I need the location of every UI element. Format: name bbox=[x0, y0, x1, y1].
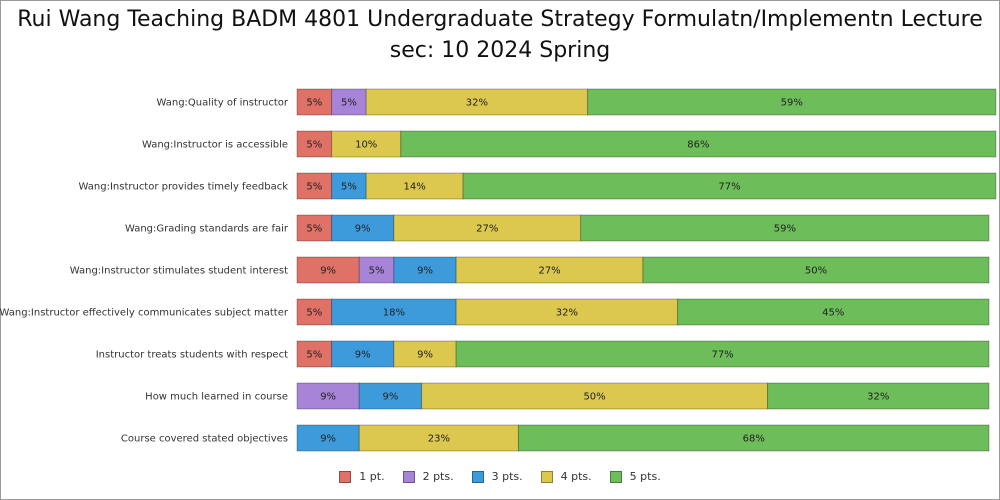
category-label: Wang:Instructor is accessible bbox=[142, 140, 288, 151]
bar-value-label: 5% bbox=[306, 140, 322, 151]
bar-value-label: 27% bbox=[538, 266, 560, 277]
bar-value-label: 9% bbox=[320, 266, 336, 277]
bar-value-label: 59% bbox=[781, 98, 803, 109]
bar-value-label: 32% bbox=[867, 392, 889, 403]
bar-value-label: 32% bbox=[556, 308, 578, 319]
bar-segment[interactable] bbox=[365, 172, 464, 200]
bar-value-label: 10% bbox=[355, 140, 377, 151]
bar-segment[interactable] bbox=[296, 382, 360, 410]
bar-value-label: 9% bbox=[417, 350, 433, 361]
category-label: Wang:Instructor effectively communicates… bbox=[0, 308, 289, 319]
bar-value-label: 32% bbox=[466, 98, 488, 109]
legend-swatch bbox=[609, 470, 622, 483]
bar-segment[interactable] bbox=[393, 340, 457, 368]
bar-value-label: 86% bbox=[687, 140, 709, 151]
bar-value-label: 5% bbox=[306, 224, 322, 235]
bar-value-label: 9% bbox=[320, 392, 336, 403]
bar-segment[interactable] bbox=[677, 298, 990, 326]
bar-value-label: 9% bbox=[382, 392, 398, 403]
chart-title-line-2: sec: 10 2024 Spring bbox=[389, 38, 611, 63]
category-label: How much learned in course bbox=[145, 392, 288, 403]
bar-value-label: 5% bbox=[306, 308, 322, 319]
bar-value-label: 14% bbox=[404, 182, 426, 193]
bar-segment[interactable] bbox=[517, 424, 990, 452]
bar-segment[interactable] bbox=[642, 256, 990, 284]
bar-segment[interactable] bbox=[580, 214, 990, 242]
bar-segment[interactable] bbox=[331, 214, 395, 242]
legend-swatch bbox=[402, 470, 415, 483]
category-label: Wang:Instructor provides timely feedback bbox=[79, 182, 289, 193]
legend-label: 2 pts. bbox=[422, 470, 454, 483]
legend-swatch bbox=[339, 470, 352, 483]
bar-value-label: 77% bbox=[718, 182, 740, 193]
chart-title: Rui Wang Teaching BADM 4801 Undergraduat… bbox=[0, 4, 1000, 66]
chart-legend: 1 pt. 2 pts. 3 pts. 4 pts. 5 pts. bbox=[0, 470, 1000, 483]
bar-value-label: 68% bbox=[743, 434, 765, 445]
legend-label: 5 pts. bbox=[629, 470, 661, 483]
bar-value-label: 50% bbox=[583, 392, 605, 403]
bar-value-label: 45% bbox=[822, 308, 844, 319]
legend-item[interactable]: 5 pts. bbox=[609, 470, 661, 483]
legend-item[interactable]: 3 pts. bbox=[471, 470, 523, 483]
bar-value-label: 18% bbox=[383, 308, 405, 319]
bar-segment[interactable] bbox=[296, 172, 333, 200]
bar-segment[interactable] bbox=[400, 130, 997, 158]
bar-value-label: 9% bbox=[320, 434, 336, 445]
bar-segment[interactable] bbox=[296, 256, 360, 284]
bar-value-label: 5% bbox=[306, 98, 322, 109]
bar-segment[interactable] bbox=[331, 298, 457, 326]
bar-segment[interactable] bbox=[767, 382, 990, 410]
bar-segment[interactable] bbox=[358, 424, 519, 452]
bar-value-label: 9% bbox=[417, 266, 433, 277]
category-label: Wang:Grading standards are fair bbox=[125, 224, 289, 235]
bar-segment[interactable] bbox=[365, 88, 589, 116]
category-label: Wang:Instructor stimulates student inter… bbox=[70, 266, 288, 277]
bar-value-label: 5% bbox=[369, 266, 385, 277]
bar-value-label: 5% bbox=[341, 182, 357, 193]
bar-value-label: 5% bbox=[306, 182, 322, 193]
bar-segment[interactable] bbox=[296, 130, 333, 158]
bar-segment[interactable] bbox=[455, 340, 990, 368]
bar-value-label: 27% bbox=[476, 224, 498, 235]
bar-value-label: 77% bbox=[711, 350, 733, 361]
bar-segment[interactable] bbox=[331, 172, 367, 200]
bar-segment[interactable] bbox=[331, 340, 395, 368]
bar-value-label: 23% bbox=[428, 434, 450, 445]
bar-segment[interactable] bbox=[296, 214, 333, 242]
legend-item[interactable]: 1 pt. bbox=[339, 470, 385, 483]
bar-segment[interactable] bbox=[455, 298, 679, 326]
bar-value-label: 9% bbox=[355, 350, 371, 361]
bar-segment[interactable] bbox=[421, 382, 769, 410]
legend-item[interactable]: 4 pts. bbox=[540, 470, 592, 483]
legend-item[interactable]: 2 pts. bbox=[402, 470, 454, 483]
legend-label: 1 pt. bbox=[359, 470, 385, 483]
category-label: Instructor treats students with respect bbox=[96, 350, 288, 361]
bar-segment[interactable] bbox=[358, 382, 423, 410]
legend-label: 4 pts. bbox=[560, 470, 592, 483]
bar-segment[interactable] bbox=[587, 88, 997, 116]
bar-segment[interactable] bbox=[462, 172, 997, 200]
legend-swatch bbox=[540, 470, 553, 483]
bar-segment[interactable] bbox=[331, 130, 402, 158]
bar-segment[interactable] bbox=[358, 256, 395, 284]
bar-segment[interactable] bbox=[296, 340, 333, 368]
bar-value-label: 5% bbox=[306, 350, 322, 361]
bar-value-label: 5% bbox=[341, 98, 357, 109]
bar-value-label: 50% bbox=[805, 266, 827, 277]
legend-label: 3 pts. bbox=[491, 470, 523, 483]
category-label: Wang:Quality of instructor bbox=[156, 98, 288, 109]
chart-title-line-1: Rui Wang Teaching BADM 4801 Undergraduat… bbox=[17, 7, 983, 32]
category-label: Course covered stated objectives bbox=[121, 434, 288, 445]
legend-swatch bbox=[471, 470, 484, 483]
bar-value-label: 9% bbox=[355, 224, 371, 235]
bar-value-label: 59% bbox=[774, 224, 796, 235]
